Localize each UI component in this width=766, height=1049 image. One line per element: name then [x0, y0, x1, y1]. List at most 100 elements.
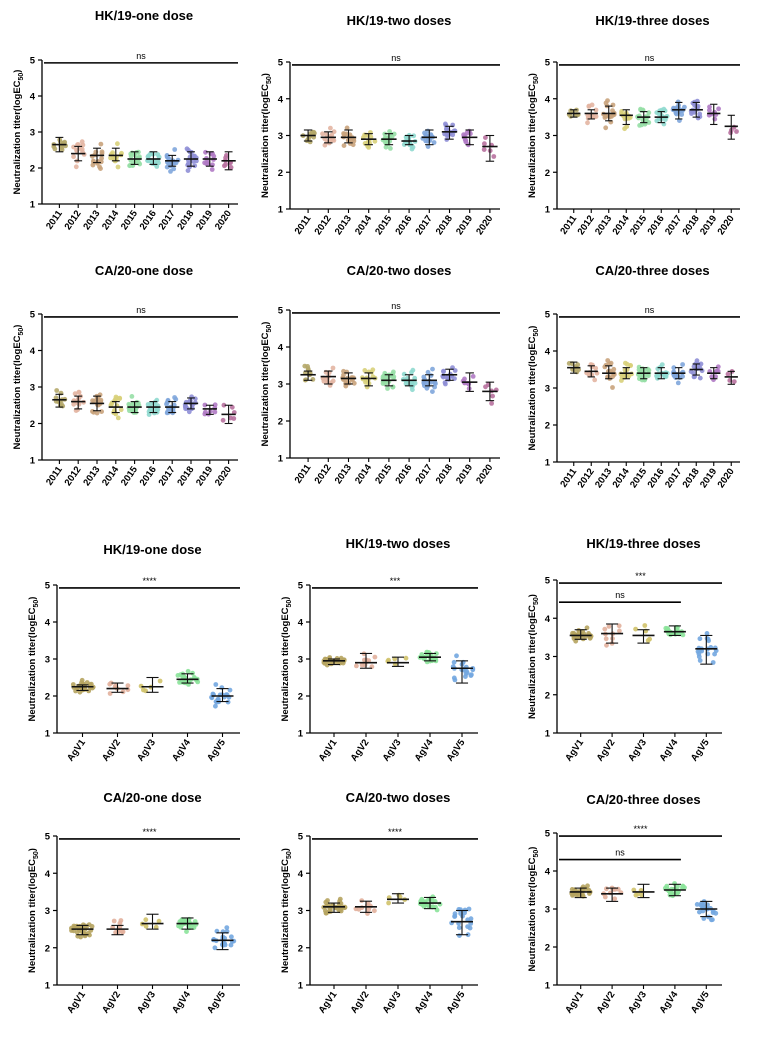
data-point — [143, 923, 149, 929]
chart-title: CA/20-three doses — [595, 263, 709, 278]
data-point — [191, 153, 197, 159]
data-point — [699, 648, 705, 654]
data-point — [117, 920, 123, 926]
x-tick-label: 2012 — [313, 462, 334, 486]
data-point — [646, 373, 651, 379]
y-axis-label-subscript: 50 — [266, 76, 273, 84]
y-tick-label: 5 — [298, 832, 304, 843]
significance-label: ns — [136, 51, 146, 61]
y-tick-label: 3 — [298, 655, 303, 666]
y-axis-label-subscript: 50 — [33, 851, 40, 859]
data-point — [714, 368, 720, 374]
y-axis-label: Neutralization titer(logEC50) — [280, 848, 293, 973]
y-tick-label: 5 — [45, 581, 51, 592]
data-point — [675, 380, 681, 386]
data-point — [401, 142, 407, 148]
data-point — [467, 925, 473, 931]
y-axis-label-subscript: 50 — [266, 325, 273, 333]
y-axis-label: Neutralization titer(logEC50) — [527, 326, 540, 451]
y-tick-label: 3 — [298, 906, 303, 917]
data-point — [573, 638, 579, 644]
data-point — [113, 930, 118, 935]
x-tick-label: AgV5 — [205, 989, 228, 1016]
data-point — [424, 385, 430, 391]
data-point — [111, 918, 117, 924]
x-tick-label: 2018 — [681, 213, 702, 237]
data-point — [184, 929, 189, 934]
data-point — [223, 155, 229, 161]
data-point — [430, 894, 436, 900]
data-point — [305, 366, 311, 372]
x-tick-label: AgV2 — [595, 737, 618, 763]
data-point — [593, 365, 599, 371]
y-tick-label: 4 — [298, 618, 304, 629]
data-point — [604, 886, 609, 892]
data-point — [688, 369, 694, 374]
x-tick-label: 2017 — [414, 213, 435, 237]
x-tick-label: 2020 — [474, 462, 495, 486]
x-tick-label: 2013 — [81, 208, 102, 232]
x-tick-label: 2011 — [293, 462, 314, 486]
y-tick-label: 5 — [545, 576, 551, 587]
data-point — [383, 144, 389, 150]
data-point — [229, 404, 235, 410]
data-point — [185, 668, 191, 674]
data-point — [667, 892, 673, 898]
y-axis-label-main: Neutralization titer(logEC — [27, 859, 38, 973]
data-point — [183, 406, 189, 412]
data-point — [185, 168, 191, 174]
data-point — [697, 111, 703, 117]
data-point — [612, 896, 618, 902]
data-point — [219, 685, 225, 690]
x-tick-label: 2014 — [353, 213, 375, 237]
data-point — [107, 681, 113, 687]
data-point — [725, 371, 731, 377]
data-point — [336, 901, 342, 907]
data-point — [129, 394, 135, 399]
x-tick-label: 2016 — [393, 462, 414, 486]
data-point — [212, 945, 218, 951]
data-point — [356, 906, 362, 912]
data-point — [126, 408, 132, 414]
y-axis-label: Neutralization titer(logEC50) — [27, 848, 40, 973]
x-tick-label: AgV2 — [349, 737, 372, 763]
data-point — [489, 401, 494, 406]
data-point — [192, 396, 198, 402]
x-tick-label: 2020 — [213, 208, 234, 232]
x-tick-label: AgV4 — [413, 737, 436, 764]
y-tick-label: 2 — [278, 417, 283, 428]
data-point — [692, 102, 697, 108]
y-axis-label-close: ) — [527, 326, 538, 329]
y-axis-label-subscript: 50 — [533, 76, 540, 84]
x-tick-label: 2015 — [628, 213, 650, 237]
data-point — [654, 373, 659, 379]
y-tick-label: 4 — [545, 347, 551, 358]
data-point — [172, 147, 178, 152]
data-point — [457, 933, 462, 938]
x-tick-label: AgV2 — [349, 989, 372, 1015]
x-tick-label: 2017 — [414, 462, 435, 486]
data-point — [626, 373, 632, 379]
y-axis-label-close: ) — [12, 70, 23, 73]
data-point — [602, 626, 608, 632]
y-tick-label: 1 — [278, 454, 284, 465]
y-tick-label: 2 — [45, 692, 50, 703]
y-tick-label: 3 — [545, 131, 550, 142]
x-tick-label: 2018 — [434, 462, 455, 486]
x-tick-label: 2016 — [393, 213, 414, 237]
x-tick-label: 2015 — [628, 466, 650, 490]
data-point — [107, 691, 113, 696]
data-point — [680, 362, 685, 367]
y-axis-label-subscript: 50 — [286, 851, 293, 859]
x-tick-label: 2014 — [100, 464, 122, 488]
data-point — [71, 154, 76, 160]
data-point — [664, 113, 670, 119]
data-point — [213, 682, 219, 687]
data-point — [654, 118, 660, 124]
x-tick-label: 2013 — [333, 462, 354, 486]
data-point — [409, 146, 415, 152]
data-point — [697, 658, 703, 663]
data-point — [99, 149, 105, 155]
data-point — [450, 132, 456, 138]
y-axis-label-main: Neutralization titer(logEC — [527, 84, 538, 198]
